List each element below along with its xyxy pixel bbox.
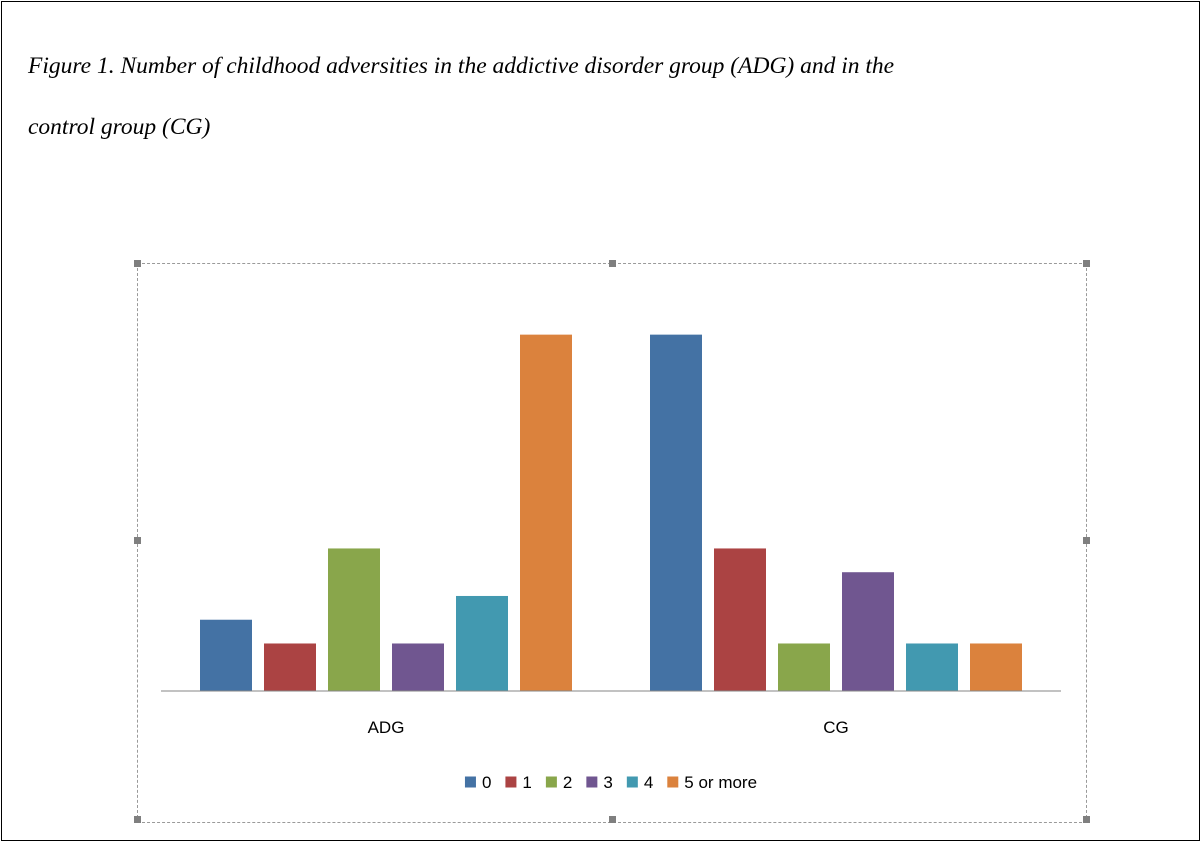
legend-swatch-1 — [505, 776, 517, 788]
bar-adg-3 — [392, 643, 444, 691]
legend-item-5-or-more: 5 or more — [667, 773, 757, 792]
bar-cg-0 — [650, 334, 702, 691]
legend-swatch-4 — [626, 776, 638, 788]
legend-label-4: 4 — [644, 773, 653, 792]
caption-line-2: control group (CG) — [28, 114, 211, 140]
bar-cg-1 — [714, 548, 766, 691]
x-labels-layer: ADG CG — [368, 718, 849, 737]
legend-item-1: 1 — [505, 773, 532, 792]
resize-handle-middle-right[interactable] — [1083, 537, 1090, 544]
legend-item-4: 4 — [626, 773, 653, 792]
bars-layer — [200, 334, 1022, 691]
legend-swatch-5-or-more — [667, 776, 679, 788]
legend-label-2: 2 — [563, 773, 572, 792]
legend-label-5-or-more: 5 or more — [684, 773, 757, 792]
chart-selection-frame[interactable]: ADG CG 0 1 2 3 4 5 or more — [134, 260, 1090, 823]
resize-handle-middle-left[interactable] — [134, 537, 141, 544]
resize-handle-top-right[interactable] — [1083, 260, 1090, 267]
x-tick-label-adg: ADG — [368, 718, 405, 737]
legend-item-0: 0 — [464, 773, 491, 792]
resize-handle-top-left[interactable] — [134, 260, 141, 267]
legend-item-2: 2 — [545, 773, 572, 792]
resize-handle-bottom-right[interactable] — [1083, 816, 1090, 823]
resize-handle-bottom-center[interactable] — [609, 816, 616, 823]
legend-swatch-0 — [464, 776, 476, 788]
legend-label-0: 0 — [482, 773, 491, 792]
figure-caption: Figure 1. Number of childhood adversitie… — [28, 36, 1178, 158]
legend: 0 1 2 3 4 5 or more — [464, 773, 757, 792]
x-tick-label-cg: CG — [823, 718, 849, 737]
bar-adg-4 — [456, 595, 508, 691]
resize-handle-bottom-left[interactable] — [134, 816, 141, 823]
bar-cg-3 — [842, 572, 894, 691]
bar-cg-5-or-more — [970, 643, 1022, 691]
resize-handle-top-center[interactable] — [609, 260, 616, 267]
bar-adg-0 — [200, 619, 252, 691]
bar-adg-1 — [264, 643, 316, 691]
bar-chart: ADG CG 0 1 2 3 4 5 or more — [161, 334, 1061, 792]
legend-item-3: 3 — [586, 773, 613, 792]
legend-label-3: 3 — [603, 773, 612, 792]
caption-line-1: Figure 1. Number of childhood adversitie… — [28, 53, 895, 79]
legend-label-1: 1 — [522, 773, 531, 792]
legend-swatch-2 — [545, 776, 557, 788]
bar-adg-5-or-more — [520, 334, 572, 691]
legend-swatch-3 — [586, 776, 598, 788]
bar-adg-2 — [328, 548, 380, 691]
bar-cg-4 — [906, 643, 958, 691]
bar-cg-2 — [778, 643, 830, 691]
